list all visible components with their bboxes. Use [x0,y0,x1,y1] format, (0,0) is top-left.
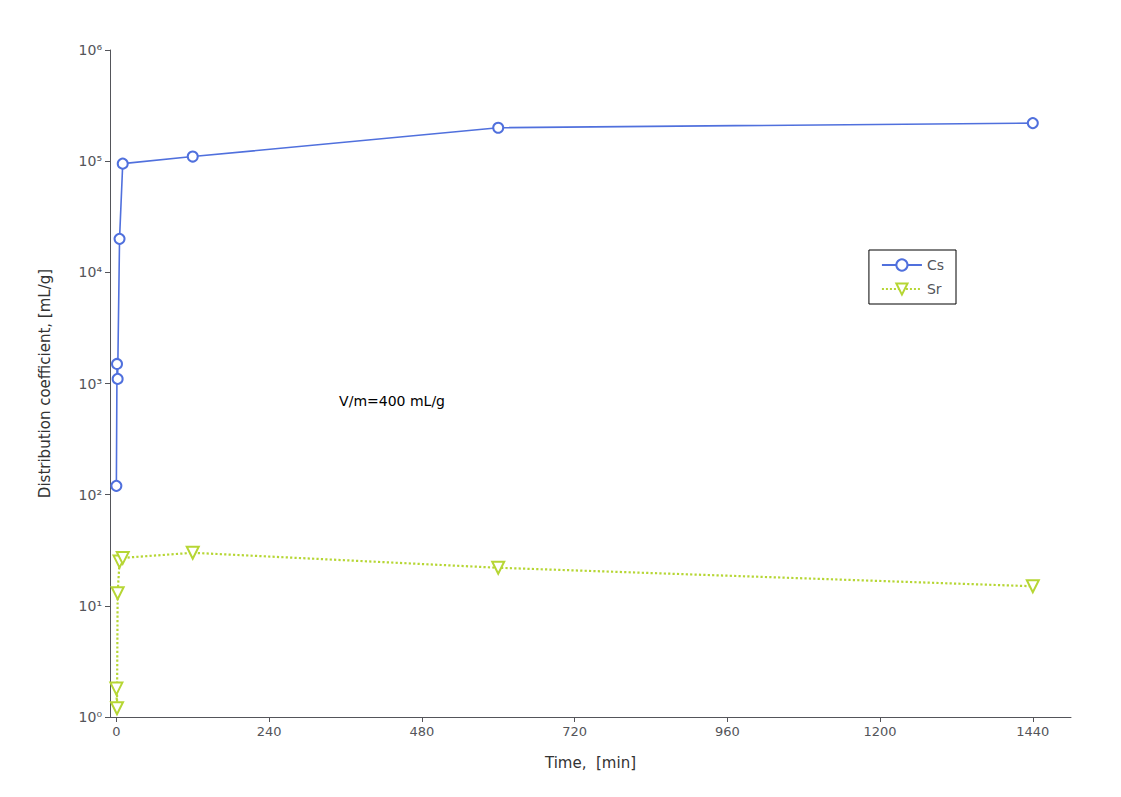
svg-text:10⁴: 10⁴ [79,264,103,280]
svg-text:10¹: 10¹ [79,598,102,614]
svg-text:Cs: Cs [927,257,944,273]
svg-text:10²: 10² [79,487,102,503]
svg-text:240: 240 [257,724,282,739]
svg-text:Sr: Sr [927,281,942,297]
svg-text:1200: 1200 [864,724,897,739]
svg-text:V/m=400 mL/g: V/m=400 mL/g [339,393,445,409]
svg-text:0: 0 [112,724,120,739]
svg-text:1440: 1440 [1016,724,1049,739]
svg-text:480: 480 [409,724,434,739]
svg-text:Time, [min]: Time, [min] [544,754,636,772]
svg-text:10⁵: 10⁵ [79,153,102,169]
svg-text:960: 960 [715,724,740,739]
svg-text:10⁶: 10⁶ [79,42,103,58]
svg-text:10³: 10³ [79,376,102,392]
svg-text:Distribution coefficient, [mL/: Distribution coefficient, [mL/g] [36,269,54,498]
svg-text:10⁰: 10⁰ [79,709,103,725]
svg-text:720: 720 [562,724,587,739]
